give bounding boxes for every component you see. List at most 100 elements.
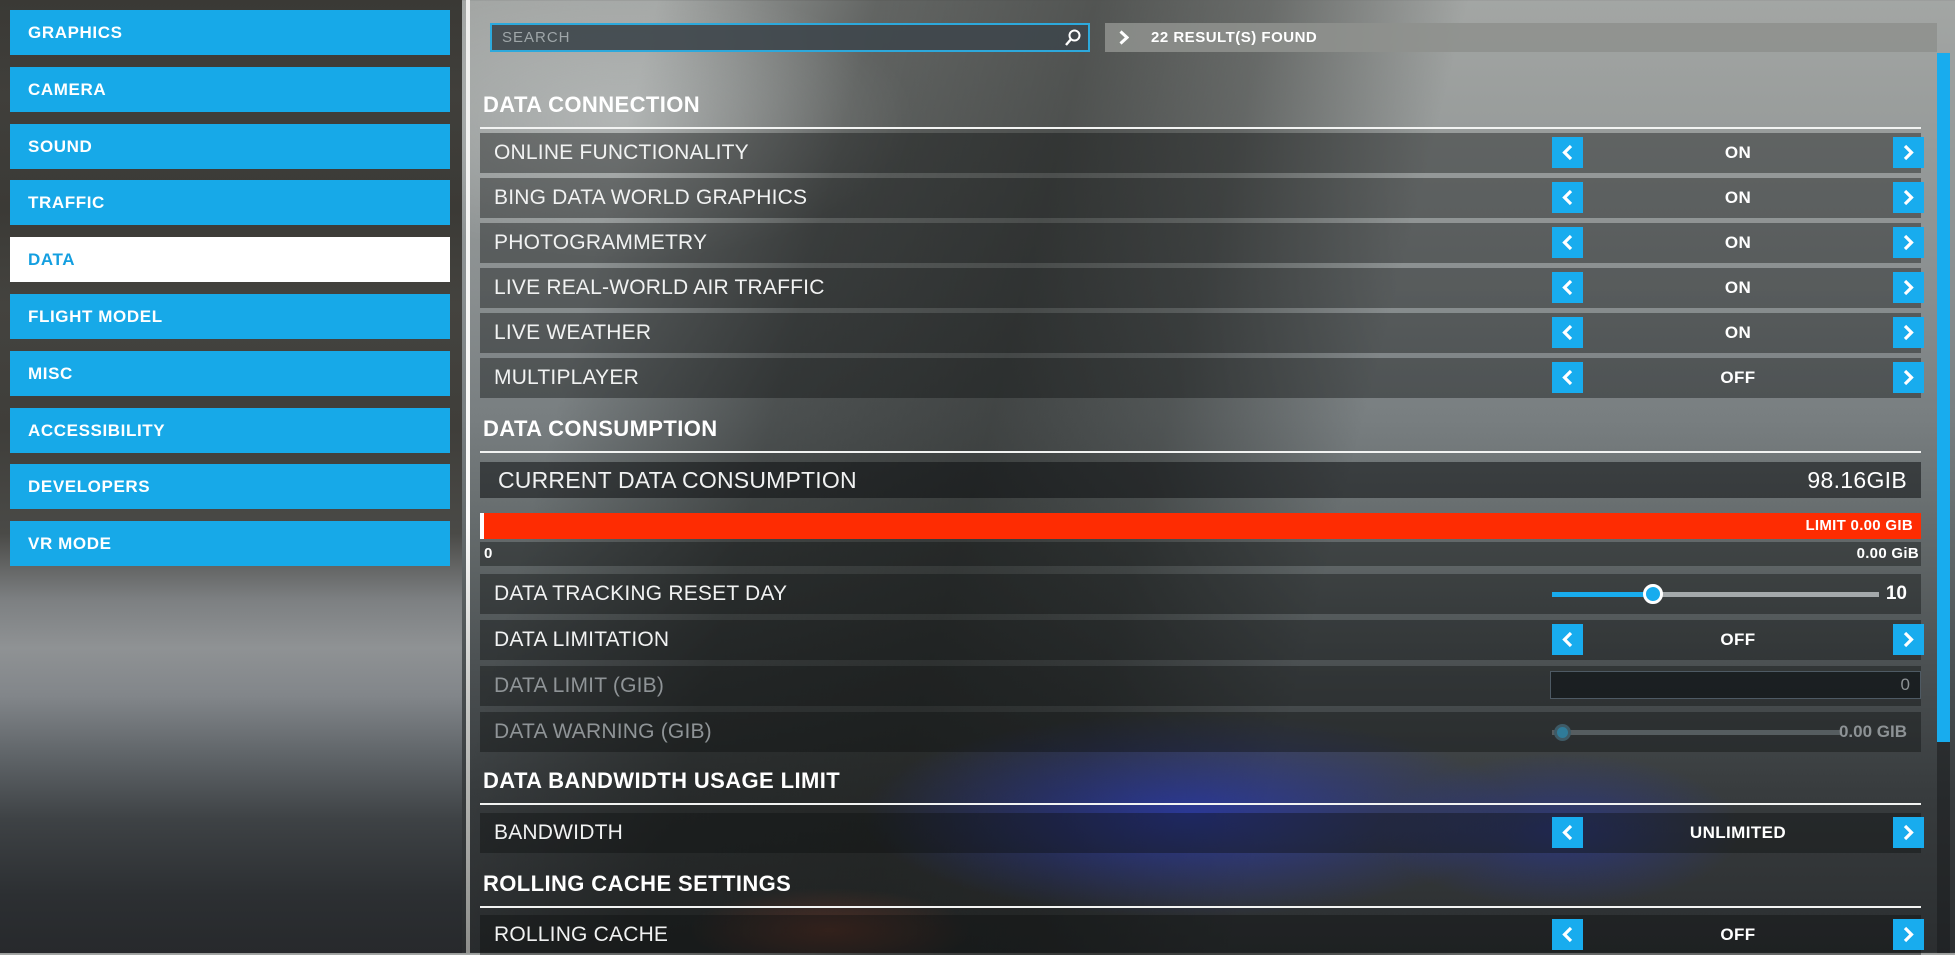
sidebar-item-flight-model[interactable]: FLIGHT MODEL — [10, 294, 450, 339]
section-header-data-consumption: DATA CONSUMPTION — [480, 415, 1921, 453]
sidebar-item-accessibility[interactable]: ACCESSIBILITY — [10, 408, 450, 453]
decrease-button[interactable] — [1552, 317, 1583, 348]
sidebar-item-traffic[interactable]: TRAFFIC — [10, 180, 450, 225]
decrease-button[interactable] — [1552, 817, 1583, 848]
setting-label: CURRENT DATA CONSUMPTION — [498, 467, 857, 493]
setting-label: DATA LIMITATION — [494, 628, 670, 651]
sidebar-item-data[interactable]: DATA — [10, 237, 450, 282]
setting-label: DATA WARNING (GIB) — [494, 720, 712, 743]
chevron-right-icon — [1119, 30, 1129, 45]
row-data-limitation: DATA LIMITATION OFF — [480, 620, 1924, 660]
sidebar-item-sound[interactable]: SOUND — [10, 124, 450, 169]
row-bing-data-world-graphics: BING DATA WORLD GRAPHICS ON — [480, 178, 1924, 218]
row-current-data-consumption: CURRENT DATA CONSUMPTION 98.16GIB — [480, 462, 1921, 498]
chevron-left-icon — [1562, 189, 1573, 206]
sidebar-item-vr-mode[interactable]: VR MODE — [10, 521, 450, 566]
increase-button[interactable] — [1893, 317, 1924, 348]
setting-label: LIVE REAL-WORLD AIR TRAFFIC — [494, 276, 825, 299]
decrease-button[interactable] — [1552, 362, 1583, 393]
decrease-button[interactable] — [1552, 227, 1583, 258]
setting-label: DATA TRACKING RESET DAY — [494, 582, 788, 605]
setting-value: 0.00 GIB — [1838, 722, 1907, 741]
chevron-right-icon — [1903, 144, 1914, 161]
sidebar-item-camera[interactable]: CAMERA — [10, 67, 450, 112]
row-live-weather: LIVE WEATHER ON — [480, 313, 1924, 353]
sidebar-divider — [466, 0, 470, 953]
setting-value: OFF — [1720, 368, 1756, 387]
setting-value: ON — [1724, 323, 1752, 342]
reset-day-slider[interactable] — [1552, 574, 1879, 614]
row-data-tracking-reset-day: DATA TRACKING RESET DAY 10 — [480, 574, 1921, 614]
row-online-functionality: ONLINE FUNCTIONALITY ON — [480, 133, 1924, 173]
increase-button[interactable] — [1893, 919, 1924, 950]
chevron-right-icon — [1903, 324, 1914, 341]
search-input[interactable] — [492, 25, 1058, 50]
scale-min: 0 — [484, 545, 493, 562]
chevron-right-icon — [1903, 926, 1914, 943]
decrease-button[interactable] — [1552, 919, 1583, 950]
slider-track — [1552, 730, 1842, 735]
setting-value: ON — [1724, 233, 1752, 252]
slider-knob[interactable] — [1643, 584, 1664, 604]
section-title: DATA CONSUMPTION — [483, 416, 718, 441]
setting-value: ON — [1724, 143, 1752, 162]
increase-button[interactable] — [1893, 817, 1924, 848]
slider-fill — [1552, 592, 1654, 597]
consumption-value: 98.16GIB — [1807, 467, 1907, 493]
row-bandwidth: BANDWIDTH UNLIMITED — [480, 813, 1924, 853]
data-limit-progress-bar: LIMIT 0.00 GIB — [480, 513, 1921, 539]
row-data-warning-gib: DATA WARNING (GIB) 0.00 GIB — [480, 712, 1921, 752]
setting-label: ROLLING CACHE — [494, 923, 669, 946]
scrollbar-track[interactable] — [1937, 53, 1950, 953]
sidebar-item-developers[interactable]: DEVELOPERS — [10, 464, 450, 509]
search-results-bar[interactable]: 22 RESULT(S) FOUND — [1105, 23, 1937, 52]
chevron-right-icon — [1903, 234, 1914, 251]
decrease-button[interactable] — [1552, 182, 1583, 213]
sidebar-item-misc[interactable]: MISC — [10, 351, 450, 396]
slider-knob — [1554, 724, 1571, 741]
increase-button[interactable] — [1893, 272, 1924, 303]
section-header-data-connection: DATA CONNECTION — [480, 91, 1921, 129]
chevron-right-icon — [1903, 631, 1914, 648]
setting-label: LIVE WEATHER — [494, 321, 652, 344]
setting-value: ON — [1724, 188, 1752, 207]
scrollbar-thumb[interactable] — [1937, 53, 1950, 742]
decrease-button[interactable] — [1552, 624, 1583, 655]
increase-button[interactable] — [1893, 137, 1924, 168]
section-header-rolling-cache: ROLLING CACHE SETTINGS — [480, 870, 1921, 908]
increase-button[interactable] — [1893, 362, 1924, 393]
row-data-limit-gib: DATA LIMIT (GIB) — [480, 666, 1921, 706]
data-limit-input[interactable] — [1550, 671, 1921, 699]
progress-fill — [480, 513, 484, 539]
chevron-left-icon — [1562, 279, 1573, 296]
chevron-right-icon — [1903, 189, 1914, 206]
limit-bar-scale: 0 0.00 GiB — [480, 542, 1921, 566]
chevron-left-icon — [1562, 369, 1573, 386]
chevron-left-icon — [1562, 926, 1573, 943]
decrease-button[interactable] — [1552, 137, 1583, 168]
chevron-right-icon — [1903, 824, 1914, 841]
row-live-real-world-air-traffic: LIVE REAL-WORLD AIR TRAFFIC ON — [480, 268, 1924, 308]
chevron-right-icon — [1903, 369, 1914, 386]
scale-max: 0.00 GiB — [1856, 545, 1919, 562]
chevron-right-icon — [1903, 279, 1914, 296]
data-warning-slider — [1552, 712, 1879, 752]
search-icon — [1065, 29, 1081, 46]
setting-label: DATA LIMIT (GIB) — [494, 674, 665, 697]
chevron-left-icon — [1562, 324, 1573, 341]
increase-button[interactable] — [1893, 624, 1924, 655]
slider-track[interactable] — [1552, 592, 1879, 597]
setting-label: ONLINE FUNCTIONALITY — [494, 141, 749, 164]
setting-value: UNLIMITED — [1689, 823, 1787, 842]
increase-button[interactable] — [1893, 182, 1924, 213]
section-header-data-bandwidth: DATA BANDWIDTH USAGE LIMIT — [480, 767, 1921, 805]
setting-label: BING DATA WORLD GRAPHICS — [494, 186, 808, 209]
decrease-button[interactable] — [1552, 272, 1583, 303]
sidebar-item-graphics[interactable]: GRAPHICS — [10, 10, 450, 55]
section-title: DATA CONNECTION — [483, 92, 701, 117]
increase-button[interactable] — [1893, 227, 1924, 258]
setting-label: PHOTOGRAMMETRY — [494, 231, 708, 254]
setting-value: ON — [1724, 278, 1752, 297]
chevron-left-icon — [1562, 824, 1573, 841]
